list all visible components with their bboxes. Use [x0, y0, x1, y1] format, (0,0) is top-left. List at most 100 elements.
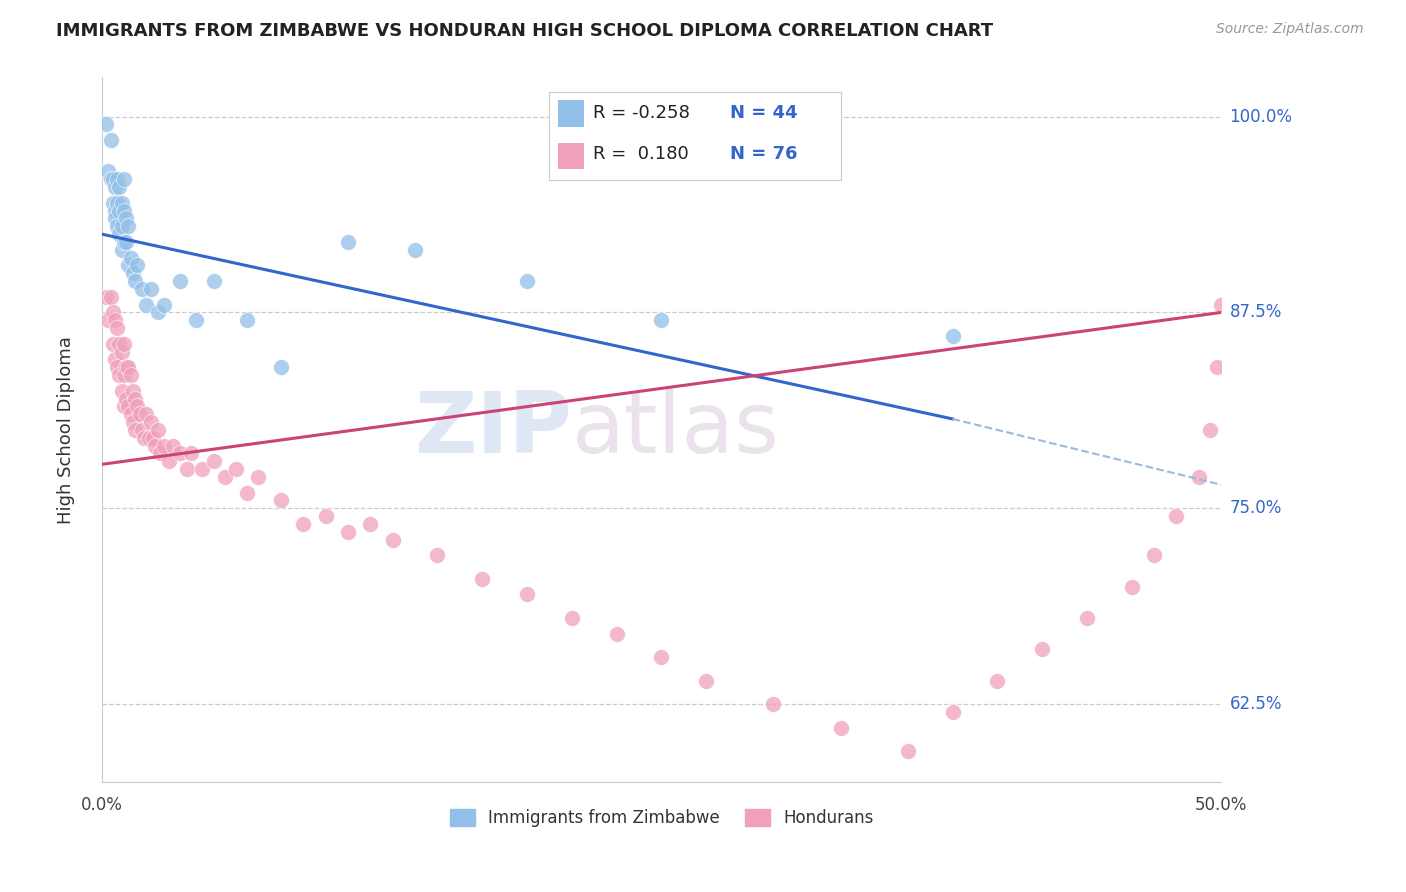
Point — [1031, 642, 1053, 657]
Point — [105, 219, 128, 234]
Point — [122, 384, 145, 398]
Point — [104, 313, 127, 327]
Point — [124, 274, 146, 288]
Point — [135, 297, 157, 311]
Point — [108, 203, 131, 218]
Point — [105, 321, 128, 335]
Point — [247, 470, 270, 484]
Point — [1166, 509, 1188, 524]
Point — [426, 548, 449, 562]
Point — [101, 336, 124, 351]
Point — [1121, 580, 1143, 594]
Point — [153, 439, 176, 453]
Point — [101, 172, 124, 186]
Point — [202, 454, 225, 468]
Point — [115, 360, 138, 375]
Point — [270, 493, 292, 508]
Text: 87.5%: 87.5% — [1230, 303, 1282, 321]
Point — [202, 274, 225, 288]
Text: 0.0%: 0.0% — [80, 797, 122, 814]
Point — [149, 446, 172, 460]
Point — [146, 423, 169, 437]
Point — [104, 352, 127, 367]
Point — [941, 329, 963, 343]
Text: atlas: atlas — [572, 388, 780, 471]
Point — [117, 400, 139, 414]
Point — [169, 274, 191, 288]
Point — [127, 259, 149, 273]
Point — [336, 235, 359, 249]
Point — [606, 626, 628, 640]
Point — [112, 235, 135, 249]
Point — [695, 673, 717, 688]
Point — [830, 721, 852, 735]
Point — [108, 180, 131, 194]
Point — [131, 423, 153, 437]
Point — [650, 313, 672, 327]
Point — [115, 235, 138, 249]
Text: 75.0%: 75.0% — [1230, 500, 1282, 517]
Point — [108, 227, 131, 241]
Point — [111, 344, 134, 359]
Point — [122, 266, 145, 280]
Point — [117, 219, 139, 234]
Point — [941, 705, 963, 719]
Point — [143, 439, 166, 453]
Point — [115, 392, 138, 406]
Point — [1205, 360, 1227, 375]
Point — [336, 524, 359, 539]
Point — [111, 219, 134, 234]
Point — [127, 400, 149, 414]
Text: 62.5%: 62.5% — [1230, 695, 1282, 713]
Point — [120, 368, 142, 382]
Point — [112, 203, 135, 218]
Point — [112, 172, 135, 186]
Point — [124, 423, 146, 437]
Point — [111, 384, 134, 398]
Legend: Immigrants from Zimbabwe, Hondurans: Immigrants from Zimbabwe, Hondurans — [443, 803, 880, 834]
Point — [315, 509, 337, 524]
Point — [162, 439, 184, 453]
Point — [191, 462, 214, 476]
Point — [94, 290, 117, 304]
Point — [112, 336, 135, 351]
Point — [124, 392, 146, 406]
Point — [120, 407, 142, 421]
Point — [100, 133, 122, 147]
Point — [146, 305, 169, 319]
Point — [516, 587, 538, 601]
Point — [134, 431, 156, 445]
Point — [142, 431, 165, 445]
Point — [1211, 297, 1233, 311]
Point — [236, 485, 259, 500]
Point — [120, 251, 142, 265]
Point — [561, 611, 583, 625]
Point — [100, 290, 122, 304]
Point — [1199, 423, 1222, 437]
Point — [101, 195, 124, 210]
Point — [236, 313, 259, 327]
Text: Source: ZipAtlas.com: Source: ZipAtlas.com — [1216, 22, 1364, 37]
Point — [115, 211, 138, 226]
Text: IMMIGRANTS FROM ZIMBABWE VS HONDURAN HIGH SCHOOL DIPLOMA CORRELATION CHART: IMMIGRANTS FROM ZIMBABWE VS HONDURAN HIG… — [56, 22, 994, 40]
Point — [111, 243, 134, 257]
Point — [516, 274, 538, 288]
Point — [153, 297, 176, 311]
Point — [112, 400, 135, 414]
Point — [986, 673, 1008, 688]
Point — [359, 516, 381, 531]
Point — [214, 470, 236, 484]
Point — [1188, 470, 1211, 484]
Text: 50.0%: 50.0% — [1195, 797, 1247, 814]
Point — [176, 462, 198, 476]
Point — [135, 407, 157, 421]
Point — [108, 368, 131, 382]
Y-axis label: High School Diploma: High School Diploma — [58, 336, 75, 524]
Point — [381, 533, 404, 547]
Point — [105, 195, 128, 210]
Point — [97, 313, 120, 327]
Point — [108, 336, 131, 351]
Point — [131, 282, 153, 296]
Point — [101, 305, 124, 319]
Point — [122, 415, 145, 429]
